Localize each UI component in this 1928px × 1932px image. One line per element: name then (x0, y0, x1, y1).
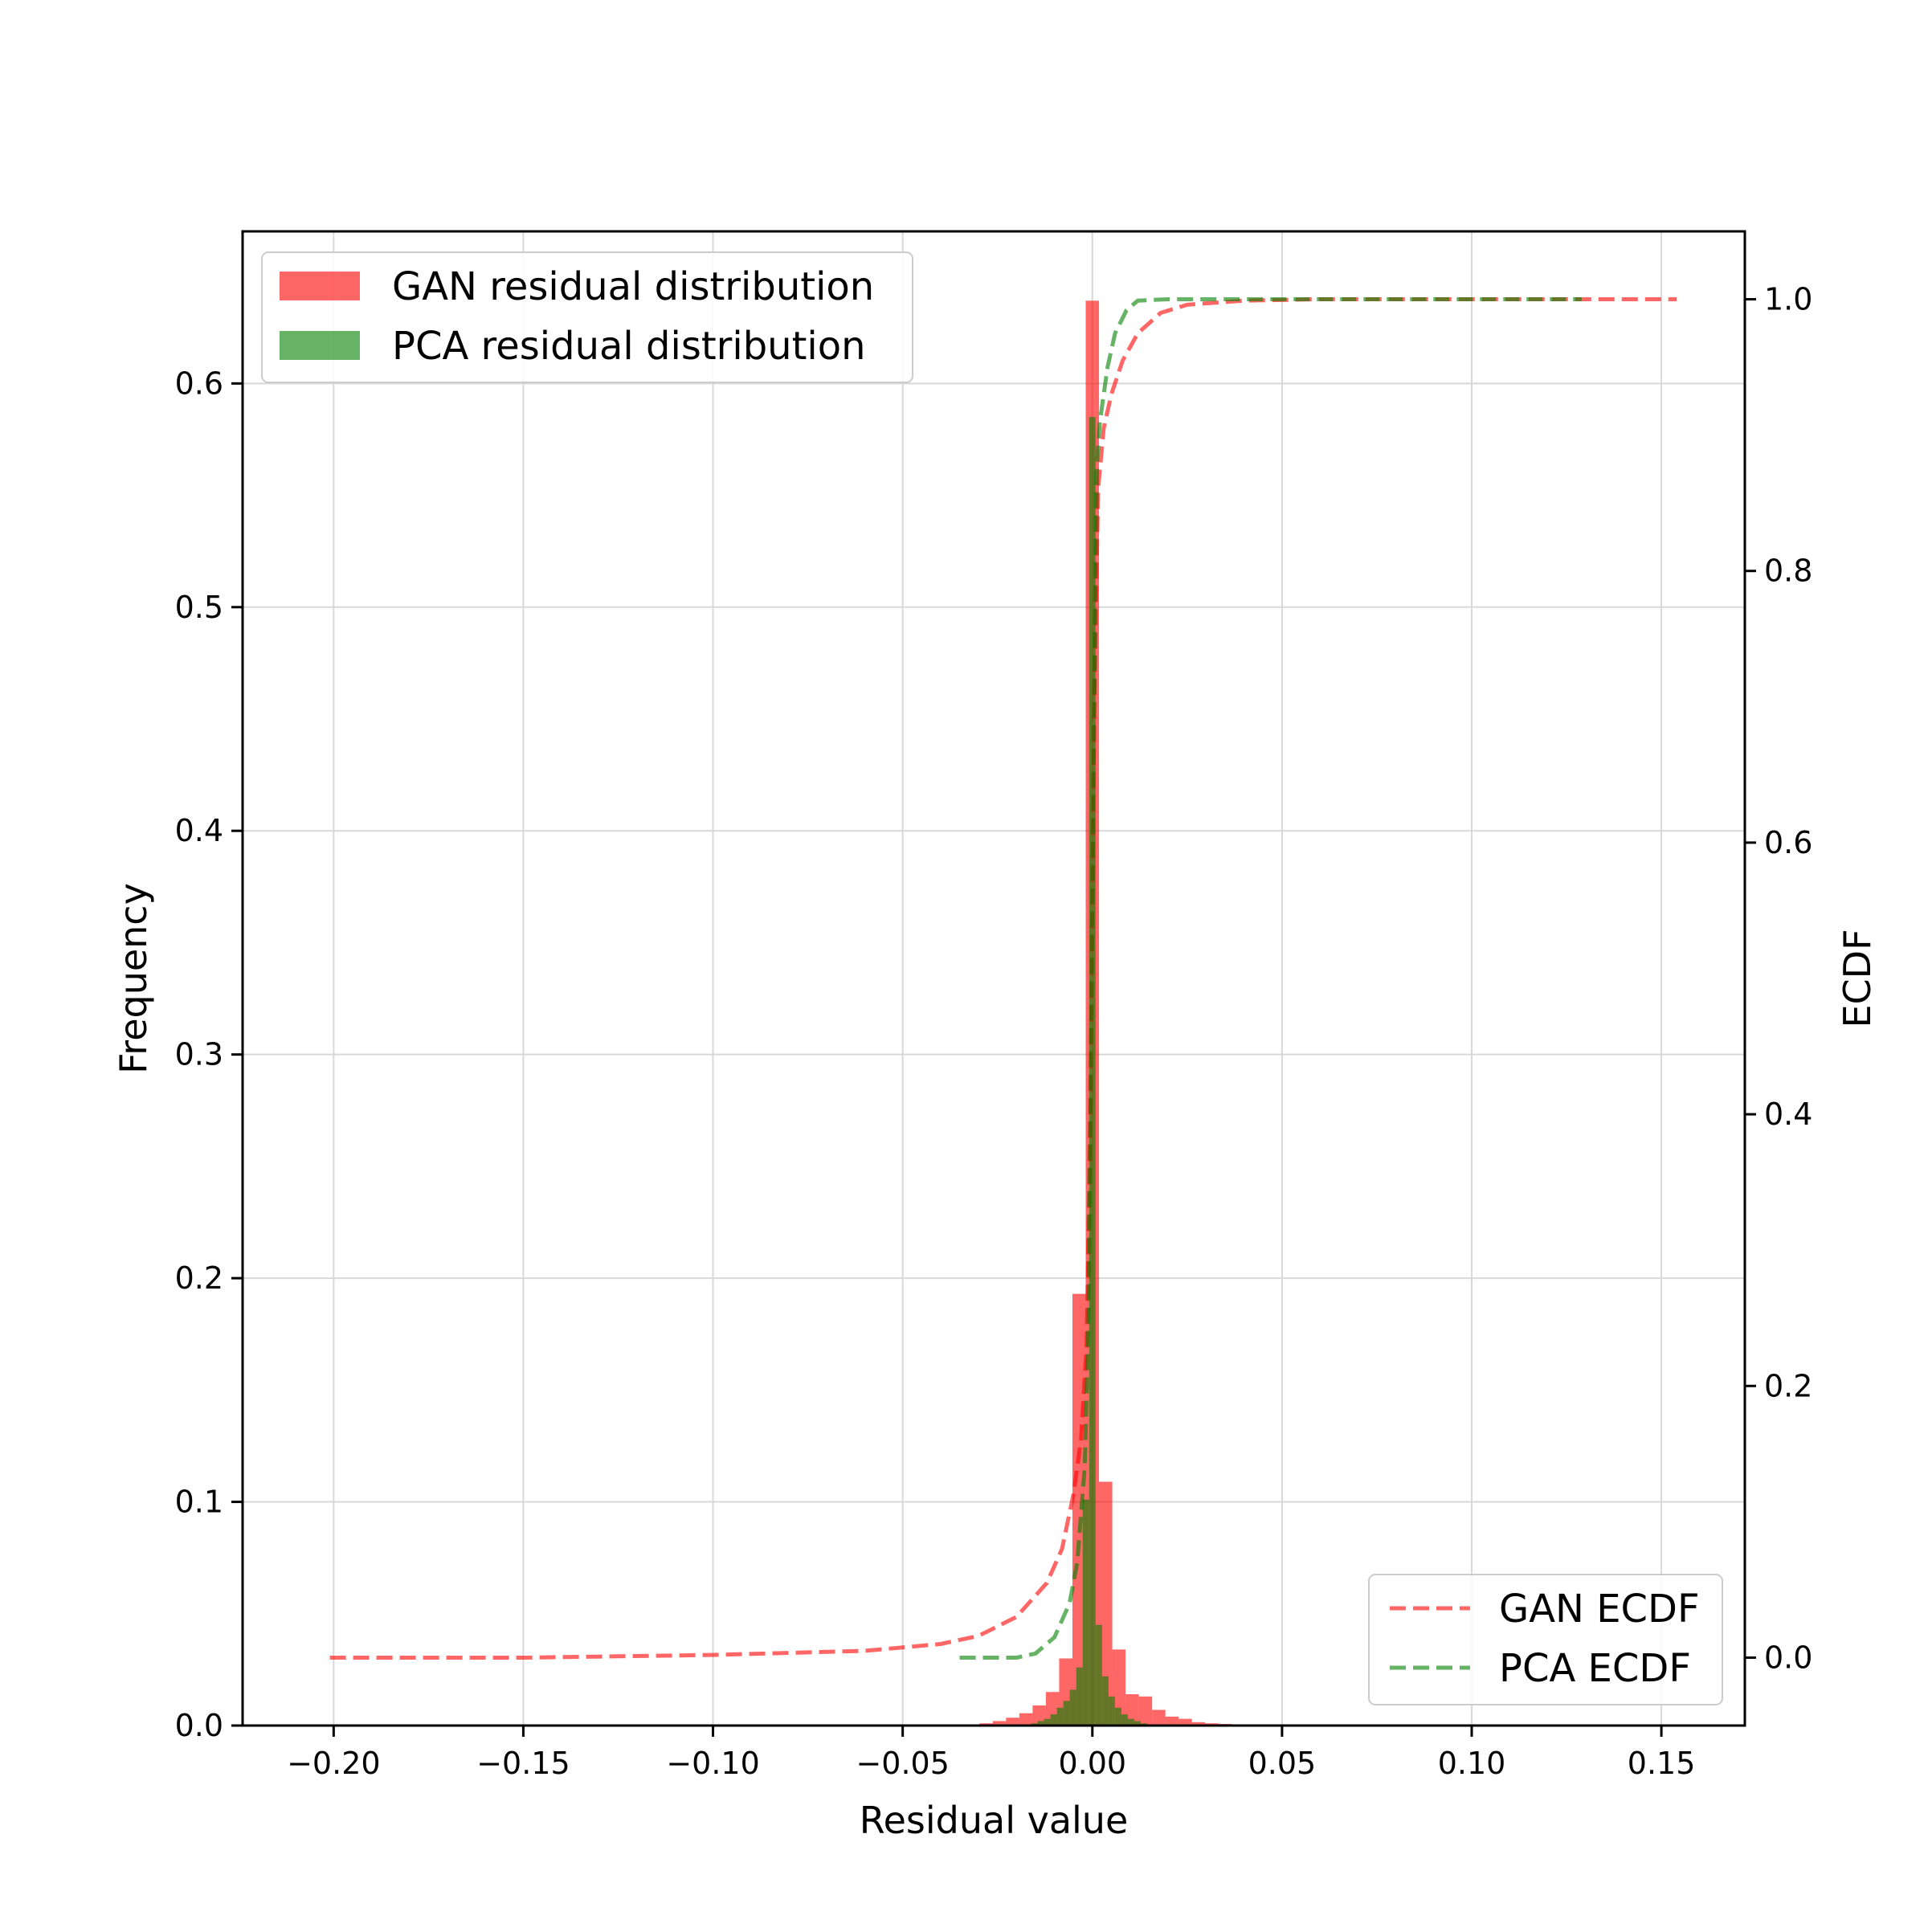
gan-hist-bar-15 (1165, 1716, 1179, 1726)
grid-lines (243, 231, 1745, 1726)
pca-ecdf-line (959, 297, 1582, 1660)
x-tick-label-6: 0.10 (1438, 1746, 1506, 1781)
y-tick-label-6: 0.6 (175, 366, 223, 401)
x-tick-label-3: −0.05 (856, 1746, 949, 1781)
pca-hist-bar-14 (1121, 1714, 1128, 1726)
legend-entry-label-1: PCA ECDF (1499, 1646, 1691, 1691)
legend-frame (1368, 1574, 1723, 1705)
pca-hist-bar-11 (1101, 1676, 1109, 1726)
gan-hist-bar-5 (1032, 1705, 1046, 1726)
x-tick-label-1: −0.15 (476, 1746, 570, 1781)
y-axis-title: Frequency (112, 883, 155, 1074)
y-tick-label-0: 0.0 (175, 1708, 223, 1743)
legend-histograms: GAN residual distribution PCA residual di… (261, 251, 913, 383)
y-tick-label-5: 0.5 (175, 590, 223, 625)
pca-hist-bar-2 (1044, 1718, 1051, 1726)
legend-ecdf: GAN ECDF PCA ECDF (1368, 1574, 1723, 1705)
y2-tick-label-1: 0.2 (1764, 1368, 1812, 1403)
gan-hist-bar-10 (1099, 1481, 1113, 1726)
pca-hist-bar-16 (1134, 1721, 1141, 1726)
gan-hist-bar-4 (1019, 1713, 1033, 1726)
y2-axis-title: ECDF (1836, 929, 1879, 1027)
pca-hist-bar-13 (1114, 1707, 1121, 1726)
pca-hist-bar-12 (1108, 1696, 1115, 1726)
x-tick-label-2: −0.10 (666, 1746, 759, 1781)
plot-frame (241, 230, 1746, 1727)
y2-tick-label-5: 1.0 (1764, 282, 1812, 317)
gan-hist-bar-14 (1152, 1709, 1166, 1726)
y-tick-label-1: 0.1 (175, 1485, 223, 1520)
gan-hist-bar-2 (992, 1721, 1007, 1726)
gan-hist-bar-13 (1138, 1696, 1153, 1726)
y2-tick-label-0: 0.0 (1764, 1640, 1812, 1675)
gan-legend-swatch (280, 272, 360, 300)
pca-hist-bar-9 (1089, 417, 1096, 1726)
histogram-bars (966, 300, 1245, 1726)
y2-tick-label-2: 0.4 (1764, 1097, 1812, 1132)
gan-hist-bar-12 (1125, 1694, 1139, 1726)
y-tick-label-4: 0.4 (175, 813, 223, 848)
pca-hist-bar-4 (1056, 1707, 1064, 1726)
gan-hist-bar-11 (1112, 1649, 1126, 1726)
ecdf-lines (329, 297, 1677, 1660)
legend-entry-label-1: PCA residual distribution (392, 324, 866, 369)
x-tick-label-7: 0.15 (1628, 1746, 1696, 1781)
x-tick-label-5: 0.05 (1248, 1746, 1317, 1781)
y-tick-label-2: 0.2 (175, 1260, 223, 1296)
pca-hist-bar-10 (1095, 1624, 1102, 1726)
pca-hist-bar-3 (1050, 1714, 1057, 1726)
x-tick-label-0: −0.20 (287, 1746, 380, 1781)
pca-hist-bar-7 (1076, 1667, 1083, 1726)
pca-hist-bar-15 (1127, 1718, 1134, 1726)
legend-frame (261, 251, 913, 383)
gan-hist-bar-3 (1006, 1718, 1019, 1726)
axes: −0.20 −0.15 −0.10 −0.05 0.00 0.05 0.10 0.15 0.0 0… (175, 282, 1813, 1781)
x-tick-label-4: 0.00 (1058, 1746, 1126, 1781)
pca-hist-bar-8 (1082, 1499, 1089, 1726)
y-tick-label-3: 0.3 (175, 1037, 223, 1072)
y2-tick-label-3: 0.6 (1764, 825, 1812, 860)
legend-entry-label-0: GAN ECDF (1499, 1587, 1700, 1632)
pca-hist-bar-1 (1037, 1721, 1044, 1726)
pca-hist-bar-6 (1069, 1689, 1076, 1726)
x-axis-title: Residual value (860, 1799, 1129, 1842)
gan-hist-bar-17 (1191, 1722, 1206, 1726)
legend-entry-label-0: GAN residual distribution (392, 264, 874, 309)
pca-hist-bar-5 (1063, 1701, 1070, 1726)
pca-legend-swatch (280, 331, 360, 360)
y2-tick-label-4: 0.8 (1764, 553, 1812, 589)
gan-ecdf-line (329, 297, 1677, 1660)
gan-hist-bar-16 (1178, 1718, 1192, 1726)
